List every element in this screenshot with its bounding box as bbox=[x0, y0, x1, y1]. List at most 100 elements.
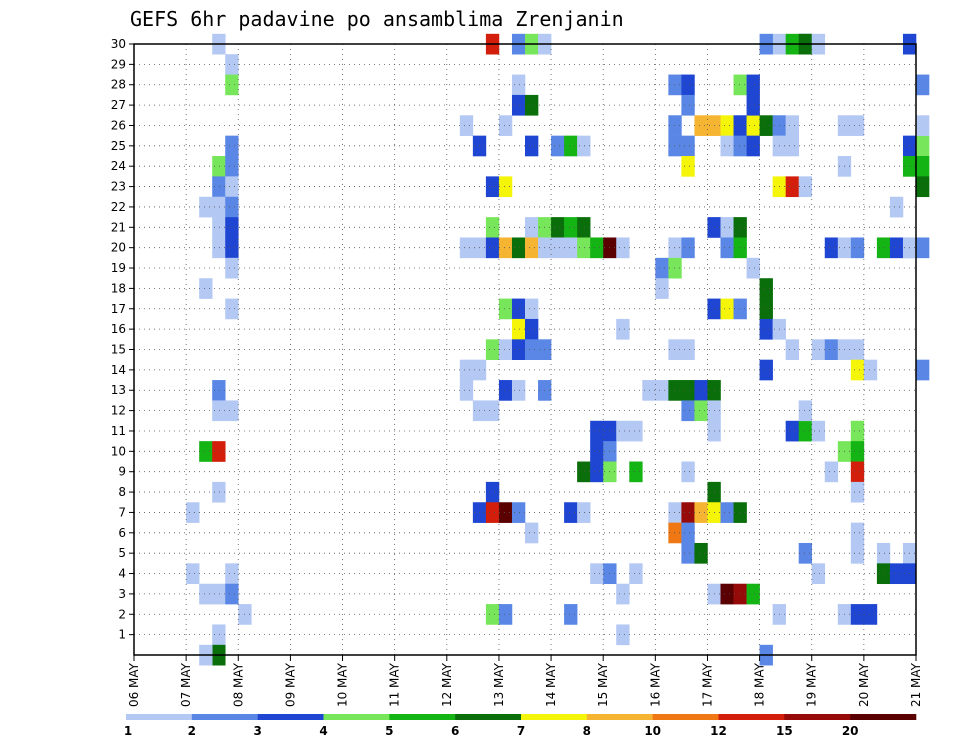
precip-cell bbox=[668, 380, 682, 401]
precip-cell bbox=[564, 604, 578, 625]
precip-cell bbox=[681, 542, 695, 564]
y-tick-label: 27 bbox=[111, 98, 126, 112]
precip-cell bbox=[746, 135, 760, 157]
x-tick-label: 07 MAY bbox=[179, 662, 193, 707]
precip-cell bbox=[590, 237, 604, 259]
y-tick-label: 4 bbox=[118, 567, 126, 581]
precip-cell bbox=[590, 420, 604, 442]
precip-cell bbox=[525, 94, 539, 116]
precip-cell bbox=[811, 420, 826, 442]
precip-cell bbox=[733, 237, 747, 259]
precip-cell bbox=[525, 237, 539, 259]
colorbar-label: 10 bbox=[644, 724, 661, 738]
precip-cell bbox=[577, 217, 591, 238]
precip-cell bbox=[225, 217, 239, 238]
y-tick-label: 16 bbox=[111, 322, 126, 336]
precip-cell bbox=[616, 318, 630, 340]
precip-cell bbox=[459, 237, 474, 259]
precip-cell bbox=[498, 339, 513, 360]
colorbar-label: 1 bbox=[124, 724, 132, 738]
y-tick-label: 22 bbox=[111, 200, 126, 214]
precip-cell bbox=[616, 583, 630, 605]
precip-cell bbox=[681, 74, 695, 96]
precip-cell bbox=[681, 94, 695, 116]
precip-cell bbox=[694, 115, 708, 136]
precip-cell bbox=[577, 237, 591, 259]
precip-cell bbox=[720, 135, 734, 157]
colorbar-swatch bbox=[191, 714, 258, 720]
precip-cell bbox=[681, 156, 695, 177]
precip-cell bbox=[681, 237, 695, 259]
y-tick-label: 10 bbox=[111, 444, 126, 458]
y-tick-label: 6 bbox=[118, 526, 126, 540]
colorbar-swatch bbox=[718, 714, 785, 720]
precip-cell bbox=[824, 339, 839, 360]
y-tick-label: 19 bbox=[111, 261, 126, 275]
precip-cell bbox=[577, 135, 591, 157]
precip-cell bbox=[720, 237, 734, 259]
precip-cell bbox=[850, 237, 865, 259]
precip-cell bbox=[733, 298, 747, 320]
precip-cell bbox=[733, 502, 747, 523]
y-tick-label: 3 bbox=[118, 587, 126, 601]
precip-cell bbox=[850, 522, 865, 544]
precip-cell bbox=[850, 339, 865, 360]
precip-cell bbox=[655, 380, 669, 401]
precip-cell bbox=[212, 583, 226, 605]
precip-cell bbox=[916, 135, 930, 157]
precip-cell bbox=[212, 481, 226, 503]
colorbar-label: 6 bbox=[451, 724, 459, 738]
precip-cell bbox=[564, 135, 578, 157]
precip-cell bbox=[199, 196, 213, 218]
precip-cell bbox=[459, 115, 474, 136]
y-tick-label: 13 bbox=[111, 383, 126, 397]
precip-cell bbox=[225, 298, 239, 320]
precip-cell bbox=[798, 420, 813, 442]
precip-cell bbox=[498, 298, 513, 320]
colorbar-label: 12 bbox=[710, 724, 727, 738]
colorbar-swatch bbox=[784, 714, 851, 720]
y-tick-label: 24 bbox=[111, 159, 126, 173]
colorbar-label: 4 bbox=[319, 724, 327, 738]
precip-cell bbox=[850, 420, 865, 442]
precip-cell bbox=[212, 176, 226, 198]
precip-cell bbox=[681, 461, 695, 483]
precip-cell bbox=[564, 217, 578, 238]
x-tick-label: 14 MAY bbox=[544, 662, 558, 707]
precip-cell bbox=[694, 400, 708, 422]
y-tick-label: 15 bbox=[111, 343, 126, 357]
precip-cell bbox=[629, 563, 643, 585]
precip-cell bbox=[694, 542, 708, 564]
precip-cell bbox=[459, 359, 474, 381]
precip-cell bbox=[798, 400, 813, 422]
precip-cell bbox=[733, 115, 747, 136]
precip-cell bbox=[916, 359, 930, 381]
colorbar-swatch bbox=[652, 714, 719, 720]
precip-cell bbox=[850, 481, 865, 503]
colorbar-label: 2 bbox=[188, 724, 196, 738]
x-tick-label: 10 MAY bbox=[336, 662, 350, 707]
precip-cell bbox=[850, 441, 865, 462]
precip-cell bbox=[668, 115, 682, 136]
y-tick-label: 18 bbox=[111, 281, 126, 295]
colorbar-label: 8 bbox=[583, 724, 591, 738]
y-tick-label: 17 bbox=[111, 302, 126, 316]
colorbar-label: 20 bbox=[842, 724, 859, 738]
precip-cell bbox=[642, 380, 656, 401]
precip-cell bbox=[733, 217, 747, 238]
precip-cell bbox=[668, 339, 682, 360]
x-tick-label: 15 MAY bbox=[596, 662, 610, 707]
precip-cell bbox=[551, 237, 565, 259]
y-tick-label: 23 bbox=[111, 180, 126, 194]
precip-cell bbox=[225, 74, 239, 96]
precip-cell bbox=[485, 400, 500, 422]
precip-cell bbox=[746, 74, 760, 96]
y-tick-label: 21 bbox=[111, 220, 126, 234]
precip-cell bbox=[525, 135, 539, 157]
precip-cell bbox=[850, 604, 865, 625]
precip-cell bbox=[668, 257, 682, 279]
precip-cell bbox=[746, 257, 760, 279]
precip-cell bbox=[485, 217, 500, 238]
y-tick-label: 14 bbox=[111, 363, 126, 377]
colorbar-swatch bbox=[257, 714, 324, 720]
